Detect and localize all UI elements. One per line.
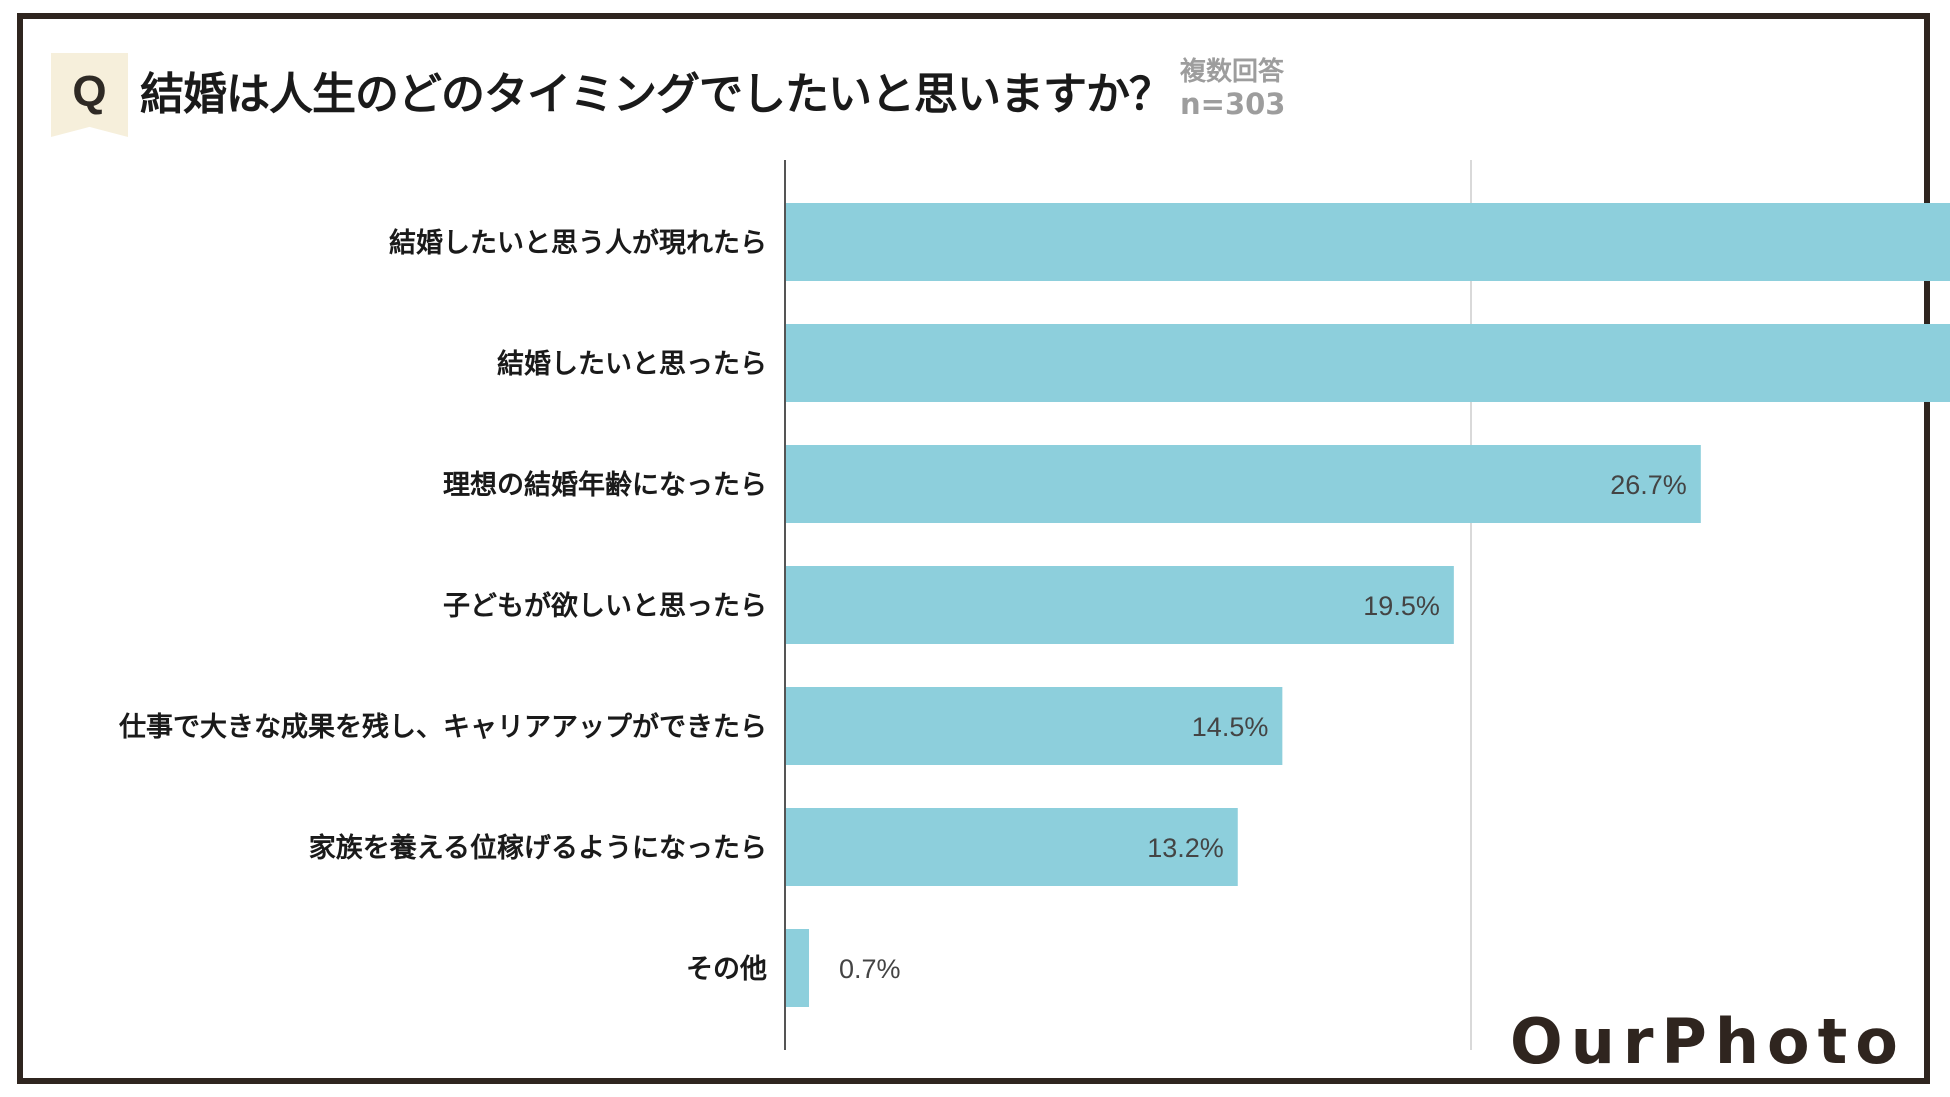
category-label-6: 家族を養える位稼げるようになったら <box>309 832 767 864</box>
bar-3 <box>785 445 1701 523</box>
category-label-4: 子どもが欲しいと思ったら <box>443 590 767 622</box>
category-label-3: 理想の結婚年齢になったら <box>443 469 767 501</box>
category-label-5: 仕事で大きな成果を残し、キャリアアップができたら <box>118 711 767 743</box>
answer-type-label: 複数回答 <box>1180 57 1285 87</box>
value-label-7: 0.7% <box>839 954 901 984</box>
question-badge: Q <box>51 53 128 137</box>
bar-1 <box>785 203 1950 281</box>
ourphoto-logo: OurPhoto <box>1510 1005 1906 1078</box>
bar-4 <box>785 566 1454 644</box>
question-badge-label: Q <box>72 67 107 116</box>
value-label-6: 13.2% <box>1147 833 1224 863</box>
sample-size-label: n=303 <box>1180 86 1286 121</box>
value-label-3: 26.7% <box>1610 470 1687 500</box>
bar-5 <box>785 687 1283 765</box>
chart-frame <box>17 13 1930 1084</box>
category-label-1: 結婚したいと思う人が現れたら <box>389 227 767 259</box>
bar-2 <box>785 324 1950 402</box>
bar-7 <box>785 929 810 1007</box>
category-label-7: その他 <box>686 954 767 985</box>
bar-6 <box>785 808 1238 886</box>
chart-title: 結婚は人生のどのタイミングでしたいと思いますか？ <box>140 69 1173 120</box>
survey-meta: 複数回答 n=303 <box>1180 57 1286 121</box>
category-label-2: 結婚したいと思ったら <box>497 348 767 380</box>
value-label-4: 19.5% <box>1363 591 1440 621</box>
value-label-5: 14.5% <box>1192 712 1269 742</box>
